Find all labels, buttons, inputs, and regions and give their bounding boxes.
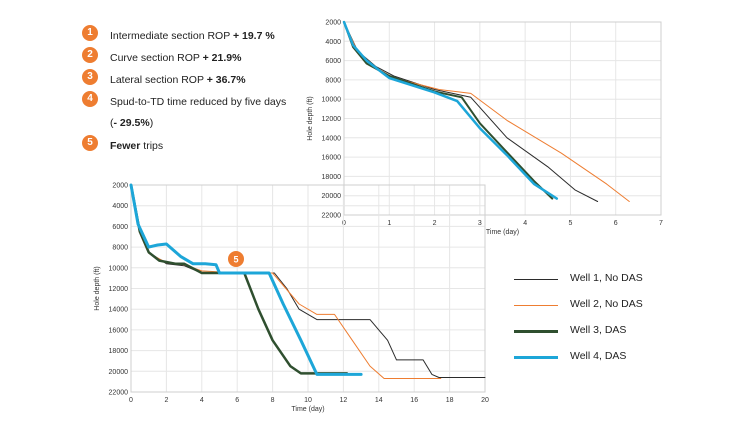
x-tick-label: 4 <box>523 220 527 227</box>
series-line-well-1 <box>343 21 599 202</box>
plot-frame <box>130 184 486 393</box>
marker-label: 5 <box>233 255 238 265</box>
legend-label: Well 3, DAS <box>570 324 627 336</box>
legend-item-well-3: Well 3, DAS <box>514 320 674 346</box>
legend-label: Well 4, DAS <box>570 350 627 362</box>
x-tick-label: 6 <box>235 397 239 404</box>
y-tick-label: 2000 <box>112 183 128 190</box>
legend-label: Well 2, No DAS <box>570 298 643 310</box>
highlight-item-2: 2 Curve section ROP + 21.9% <box>82 47 322 69</box>
number-badge: 3 <box>82 69 98 85</box>
x-tick-label: 2 <box>433 220 437 227</box>
series-line-well-3 <box>343 21 554 200</box>
legend-swatch <box>514 305 558 306</box>
x-tick-label: 5 <box>568 220 572 227</box>
x-tick-label: 0 <box>129 397 133 404</box>
highlight-item-5: 5 Fewer trips <box>82 135 322 157</box>
highlight-text: Intermediate section ROP + 19.7 % <box>110 30 275 42</box>
legend-item-well-2: Well 2, No DAS <box>514 294 674 320</box>
y-tick-label: 2000 <box>325 20 341 27</box>
marker-badge <box>228 251 244 267</box>
number-badge: 4 <box>82 91 98 107</box>
highlight-text: Lateral section ROP + 36.7% <box>110 74 246 86</box>
y-tick-label: 8000 <box>325 77 341 84</box>
y-tick-label: 10000 <box>109 265 129 272</box>
highlight-item-4: 4 Spud-to-TD time reduced by five days (… <box>82 91 322 135</box>
series-line-well-3 <box>129 183 349 375</box>
highlight-item-3: 3 Lateral section ROP + 36.7% <box>82 69 322 91</box>
series-line-well-4 <box>129 183 363 376</box>
y-tick-label: 18000 <box>109 348 129 355</box>
y-tick-label: 8000 <box>112 245 128 252</box>
y-tick-label: 10000 <box>322 97 342 104</box>
x-tick-label: 2 <box>164 397 168 404</box>
number-badge: 5 <box>82 135 98 151</box>
y-tick-label: 14000 <box>109 307 129 314</box>
x-axis-label: Time (day) <box>486 229 519 236</box>
chart-2: 2000400060008000100001200014000160001800… <box>94 183 489 414</box>
highlight-text: Spud-to-TD time reduced by five days (- … <box>110 96 287 129</box>
y-tick-label: 6000 <box>325 58 341 65</box>
y-tick-label: 4000 <box>112 203 128 210</box>
y-tick-label: 18000 <box>322 174 342 181</box>
legend-item-well-1: Well 1, No DAS <box>514 268 674 294</box>
x-tick-label: 14 <box>375 397 383 404</box>
x-tick-label: 3 <box>478 220 482 227</box>
legend-swatch <box>514 330 558 333</box>
y-axis-label: Hole depth (ft) <box>94 266 101 310</box>
chart-1: 2000 4000 6000 8000 10000 12000 14000 16000 1800… <box>307 20 663 237</box>
x-axis-label: Time (day) <box>291 406 324 413</box>
legend-item-well-4: Well 4, DAS <box>514 346 674 372</box>
y-tick-label: 16000 <box>109 327 129 334</box>
highlight-item-1: 1 Intermediate section ROP + 19.7 % <box>82 25 322 47</box>
series-line-well-4 <box>342 20 559 200</box>
highlight-text: Fewer trips <box>110 140 164 152</box>
y-tick-label: 22000 <box>109 390 129 397</box>
highlights-list: 1 Intermediate section ROP + 19.7 % 2 Cu… <box>82 25 322 157</box>
y-tick-label: 6000 <box>112 224 128 231</box>
y-tick-label: 14000 <box>322 135 342 142</box>
legend-swatch <box>514 356 558 359</box>
number-badge: 1 <box>82 25 98 41</box>
x-tick-label: 12 <box>340 397 348 404</box>
x-tick-label: 6 <box>614 220 618 227</box>
highlight-text: Curve section ROP + 21.9% <box>110 52 242 64</box>
x-tick-label: 1 <box>387 220 391 227</box>
legend-label: Well 1, No DAS <box>570 272 643 284</box>
y-tick-label: 12000 <box>322 116 342 123</box>
plot-frame <box>343 21 662 216</box>
x-tick-label: 16 <box>410 397 418 404</box>
x-tick-label: 20 <box>481 397 489 404</box>
series-line-well-2 <box>130 184 442 379</box>
y-tick-label: 4000 <box>325 39 341 46</box>
x-tick-label: 4 <box>200 397 204 404</box>
x-tick-label: 8 <box>271 397 275 404</box>
y-tick-label: 20000 <box>322 193 342 200</box>
legend-swatch <box>514 279 558 280</box>
x-tick-label: 18 <box>446 397 454 404</box>
y-axis-label: Hole depth (ft) <box>307 96 314 140</box>
y-tick-label: 20000 <box>109 369 129 376</box>
x-tick-label: 7 <box>659 220 663 227</box>
y-tick-label: 16000 <box>322 155 342 162</box>
series-line-well-1 <box>130 184 486 378</box>
y-tick-label: 22000 <box>322 213 342 220</box>
number-badge: 2 <box>82 47 98 63</box>
x-tick-label: 0 <box>342 220 346 227</box>
x-tick-label: 10 <box>304 397 312 404</box>
marker-5: 5 <box>228 251 244 267</box>
y-tick-label: 12000 <box>109 286 129 293</box>
series-line-well-2 <box>343 21 630 202</box>
chart-legend: Well 1, No DAS Well 2, No DAS Well 3, DA… <box>514 268 674 372</box>
